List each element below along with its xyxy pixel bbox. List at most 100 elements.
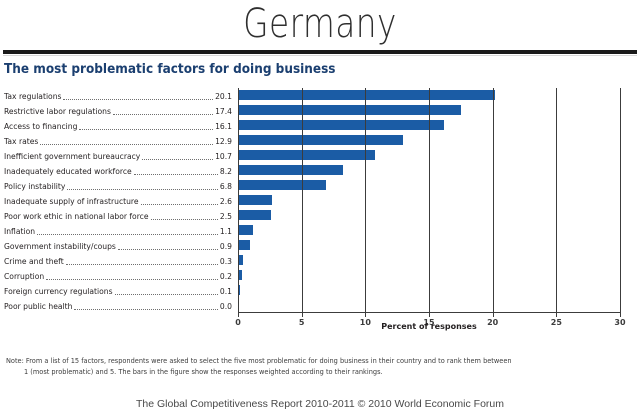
category-name: Poor public health [4, 302, 73, 311]
dotted-leader [37, 227, 218, 235]
category-label-row: Crime and theft 0.3 [4, 254, 232, 269]
x-tick-label: 0 [235, 318, 241, 327]
dotted-leader [142, 152, 214, 160]
category-label-row: Policy instability 6.8 [4, 179, 232, 194]
category-value: 17.4 [215, 107, 232, 116]
category-name: Tax rates [4, 137, 39, 146]
dotted-leader [46, 272, 218, 280]
bar [239, 135, 404, 145]
x-tick-mark [429, 313, 430, 317]
plot-area: 0 5 10 15 20 25 30 [235, 88, 626, 327]
section-title: The most problematic factors for doing b… [4, 62, 336, 77]
category-name: Poor work ethic in national labor force [4, 212, 149, 221]
x-tick-label: 15 [423, 318, 435, 327]
x-tick-label: 10 [359, 318, 371, 327]
bar [239, 180, 326, 190]
category-label-row: Tax rates 12.9 [4, 134, 232, 149]
category-label-row: Restrictive labor regulations 17.4 [4, 104, 232, 119]
category-value: 10.7 [215, 152, 232, 161]
x-gridline [620, 88, 621, 313]
bar [239, 210, 271, 220]
bar [239, 105, 461, 115]
bar [239, 195, 273, 205]
chart-note: Note: From a list of 15 factors, respond… [6, 356, 634, 378]
category-label-row: Inflation 1.1 [4, 224, 232, 239]
bar [239, 285, 241, 295]
y-axis-line [238, 88, 239, 313]
dotted-leader [79, 122, 214, 130]
x-axis-title: Percent of responses [381, 322, 477, 331]
source-footer: The Global Competitiveness Report 2010-2… [135, 398, 505, 410]
category-label-row: Inadequately educated workforce 8.2 [4, 164, 232, 179]
category-label-row: Poor public health 0.0 [4, 299, 232, 314]
dotted-leader [63, 92, 214, 100]
dotted-leader [40, 137, 214, 145]
x-tick-mark [365, 313, 367, 317]
x-tick-mark [238, 313, 239, 317]
x-gridline [301, 88, 303, 313]
category-label-row: Poor work ethic in national labor force 2… [4, 209, 232, 224]
category-name: Policy instability [4, 182, 66, 191]
dotted-leader [117, 242, 218, 250]
category-name: Restrictive labor regulations [4, 107, 111, 116]
dotted-leader [150, 212, 218, 220]
bar [239, 120, 444, 130]
x-tick-label: 25 [550, 318, 562, 327]
category-label-row: Foreign currency regulations 0.1 [4, 284, 232, 299]
dotted-leader [74, 302, 218, 310]
category-name: Inadequately educated workforce [4, 167, 132, 176]
x-tick-mark [492, 313, 494, 317]
category-label-row: Inadequate supply of infrastructure 2.6 [4, 194, 232, 209]
x-tick-mark [556, 313, 558, 317]
category-label-row: Corruption 0.2 [4, 269, 232, 284]
x-tick-mark [301, 313, 303, 317]
x-tick-label: 5 [298, 318, 305, 327]
dotted-leader [65, 257, 218, 265]
x-gridline [429, 88, 430, 313]
dotted-leader [114, 287, 218, 295]
category-value: 20.1 [215, 92, 232, 101]
category-value: 0.2 [219, 272, 232, 281]
category-name: Foreign currency regulations [4, 287, 113, 296]
category-value: 16.1 [215, 122, 232, 131]
category-value: 1.1 [219, 227, 232, 236]
category-label-row: Government instability/coups 0.9 [4, 239, 232, 254]
category-name: Inflation [4, 227, 36, 236]
dotted-leader [67, 182, 218, 190]
x-gridline [365, 88, 367, 313]
category-value: 12.9 [215, 137, 232, 146]
note-line-2: 1 (most problematic) and 5. The bars in … [24, 368, 383, 376]
category-name: Access to financing [4, 122, 78, 131]
category-value: 6.8 [219, 182, 232, 191]
dotted-leader [112, 107, 214, 115]
bar [239, 255, 243, 265]
bar-chart: Tax regulations 20.1 Restrictive labor reg… [0, 88, 640, 327]
bar [239, 150, 376, 160]
category-value: 8.2 [219, 167, 232, 176]
x-gridline [492, 88, 494, 313]
category-name: Inefficient government bureaucracy [4, 152, 141, 161]
x-tick-mark [620, 313, 621, 317]
header-divider [3, 50, 637, 54]
bar [239, 270, 242, 280]
note-line-1: Note: From a list of 15 factors, respond… [6, 357, 512, 365]
category-name: Government instability/coups [4, 242, 116, 251]
category-value: 0.3 [219, 257, 232, 266]
category-name: Tax regulations [4, 92, 62, 101]
category-label-row: Access to financing 16.1 [4, 119, 232, 134]
category-name: Corruption [4, 272, 45, 281]
category-value: 0.9 [219, 242, 232, 251]
x-tick-label: 20 [487, 318, 499, 327]
category-name: Inadequate supply of infrastructure [4, 197, 139, 206]
dotted-leader [133, 167, 218, 175]
bar [239, 90, 495, 100]
x-tick-label: 30 [614, 318, 626, 327]
category-label-row: Tax regulations 20.1 [4, 89, 232, 104]
dotted-leader [140, 197, 218, 205]
category-value: 2.6 [219, 197, 232, 206]
bar [239, 165, 344, 175]
category-name: Crime and theft [4, 257, 64, 266]
header-divider-thin [3, 55, 637, 56]
category-value: 2.5 [219, 212, 232, 221]
